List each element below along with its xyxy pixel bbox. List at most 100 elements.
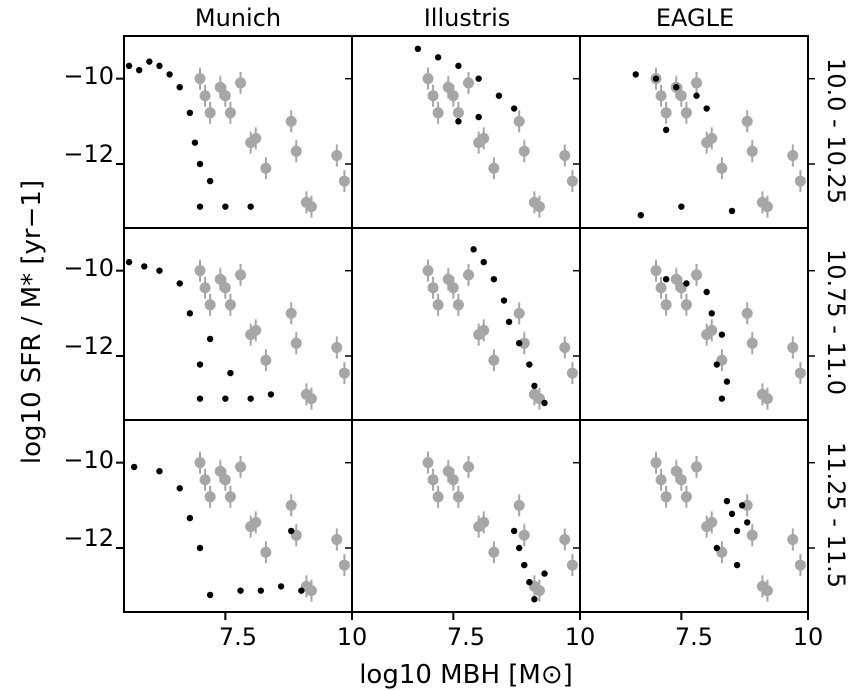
observed-point xyxy=(305,201,317,213)
simulation-point xyxy=(531,596,538,603)
x-tick-label-col2-a: 7.5 xyxy=(447,623,485,651)
observed-point xyxy=(566,559,578,571)
observed-point xyxy=(741,499,753,511)
simulation-point xyxy=(713,361,720,368)
observed-point xyxy=(680,491,692,503)
observed-point xyxy=(655,90,667,102)
simulation-point xyxy=(521,561,528,569)
panel-eagle-row-1 xyxy=(579,35,809,229)
simulation-point xyxy=(541,399,548,407)
simulation-point xyxy=(136,66,143,74)
observed-point xyxy=(670,273,682,285)
simulation-point xyxy=(222,395,229,402)
observed-point xyxy=(235,461,247,473)
observed-point xyxy=(691,77,703,89)
observed-point xyxy=(422,265,434,277)
simulation-point xyxy=(733,561,741,569)
observed-point xyxy=(463,461,475,473)
observed-point xyxy=(794,559,806,571)
row-label-3: 11.25 - 11.5 xyxy=(822,442,850,588)
observed-point xyxy=(214,273,226,285)
observed-point xyxy=(447,474,459,486)
observed-point xyxy=(331,533,343,545)
simulation-point xyxy=(206,335,214,343)
observed-point xyxy=(559,341,571,353)
panel-frame xyxy=(579,419,809,613)
observed-point xyxy=(513,115,525,127)
observed-point xyxy=(447,282,459,294)
y-axis-label: log10 SFR / M* [yr−1] xyxy=(17,180,47,464)
observed-point xyxy=(224,491,236,503)
simulation-point xyxy=(176,485,183,492)
simulation-point xyxy=(662,276,670,283)
simulation-point xyxy=(298,587,305,594)
observed-point xyxy=(204,107,216,119)
observed-point xyxy=(194,457,206,469)
simulation-point xyxy=(683,280,690,287)
simulation-point xyxy=(490,276,498,283)
simulation-point xyxy=(277,583,285,590)
simulation-point xyxy=(247,395,254,402)
observed-point xyxy=(478,132,490,144)
row-label-2: 10.75 - 11.0 xyxy=(822,249,850,395)
observed-point xyxy=(559,533,571,545)
observed-point xyxy=(338,175,350,187)
observed-point xyxy=(680,299,692,311)
observed-point xyxy=(488,354,500,366)
column-title-eagle: EAGLE xyxy=(656,4,734,32)
observed-point xyxy=(219,282,231,294)
simulation-point xyxy=(475,75,482,82)
observed-point xyxy=(260,354,272,366)
simulation-point xyxy=(414,45,422,52)
simulation-point xyxy=(662,126,670,134)
simulation-point xyxy=(196,160,204,168)
observed-point xyxy=(670,465,682,477)
observed-point xyxy=(660,299,672,311)
observed-point xyxy=(452,491,464,503)
observed-point xyxy=(741,307,753,319)
simulation-point xyxy=(703,105,710,112)
observed-point xyxy=(214,465,226,477)
observed-point xyxy=(285,307,297,319)
simulation-point xyxy=(733,527,741,535)
simulation-point xyxy=(505,318,513,326)
observed-point xyxy=(655,474,667,486)
simulation-point xyxy=(632,71,639,78)
observed-point xyxy=(235,77,247,89)
observed-point xyxy=(219,90,231,102)
observed-point xyxy=(422,457,434,469)
observed-point xyxy=(290,337,302,349)
panel-munich-row-2 xyxy=(123,227,353,421)
y-tick-label-row2-b: −12 xyxy=(63,332,114,360)
simulation-point xyxy=(510,105,518,112)
observed-point xyxy=(285,115,297,127)
observed-point xyxy=(432,299,444,311)
panel-eagle-row-2 xyxy=(579,227,809,421)
observed-point xyxy=(566,175,578,187)
simulation-point xyxy=(156,468,163,475)
observed-point xyxy=(463,269,475,281)
simulation-point xyxy=(718,331,726,338)
panel-illustris-row-3 xyxy=(351,419,581,613)
observed-point xyxy=(533,585,545,597)
panel-frame xyxy=(351,419,581,613)
observed-point xyxy=(660,491,672,503)
simulation-point xyxy=(186,514,194,522)
observed-point xyxy=(691,269,703,281)
observed-point xyxy=(427,282,439,294)
observed-point xyxy=(787,149,799,161)
observed-point xyxy=(787,341,799,353)
simulation-point xyxy=(637,212,644,219)
observed-point xyxy=(452,299,464,311)
observed-point xyxy=(305,393,317,405)
observed-point xyxy=(235,269,247,281)
observed-point xyxy=(250,324,262,336)
simulation-point xyxy=(125,62,133,70)
simulation-point xyxy=(723,378,731,385)
observed-point xyxy=(680,107,692,119)
simulation-point xyxy=(267,391,275,398)
observed-point xyxy=(478,516,490,528)
y-tick-label-row2-a: −10 xyxy=(63,254,114,282)
simulation-point xyxy=(718,395,726,402)
x-tick-label-col1-a: 7.5 xyxy=(219,623,257,651)
